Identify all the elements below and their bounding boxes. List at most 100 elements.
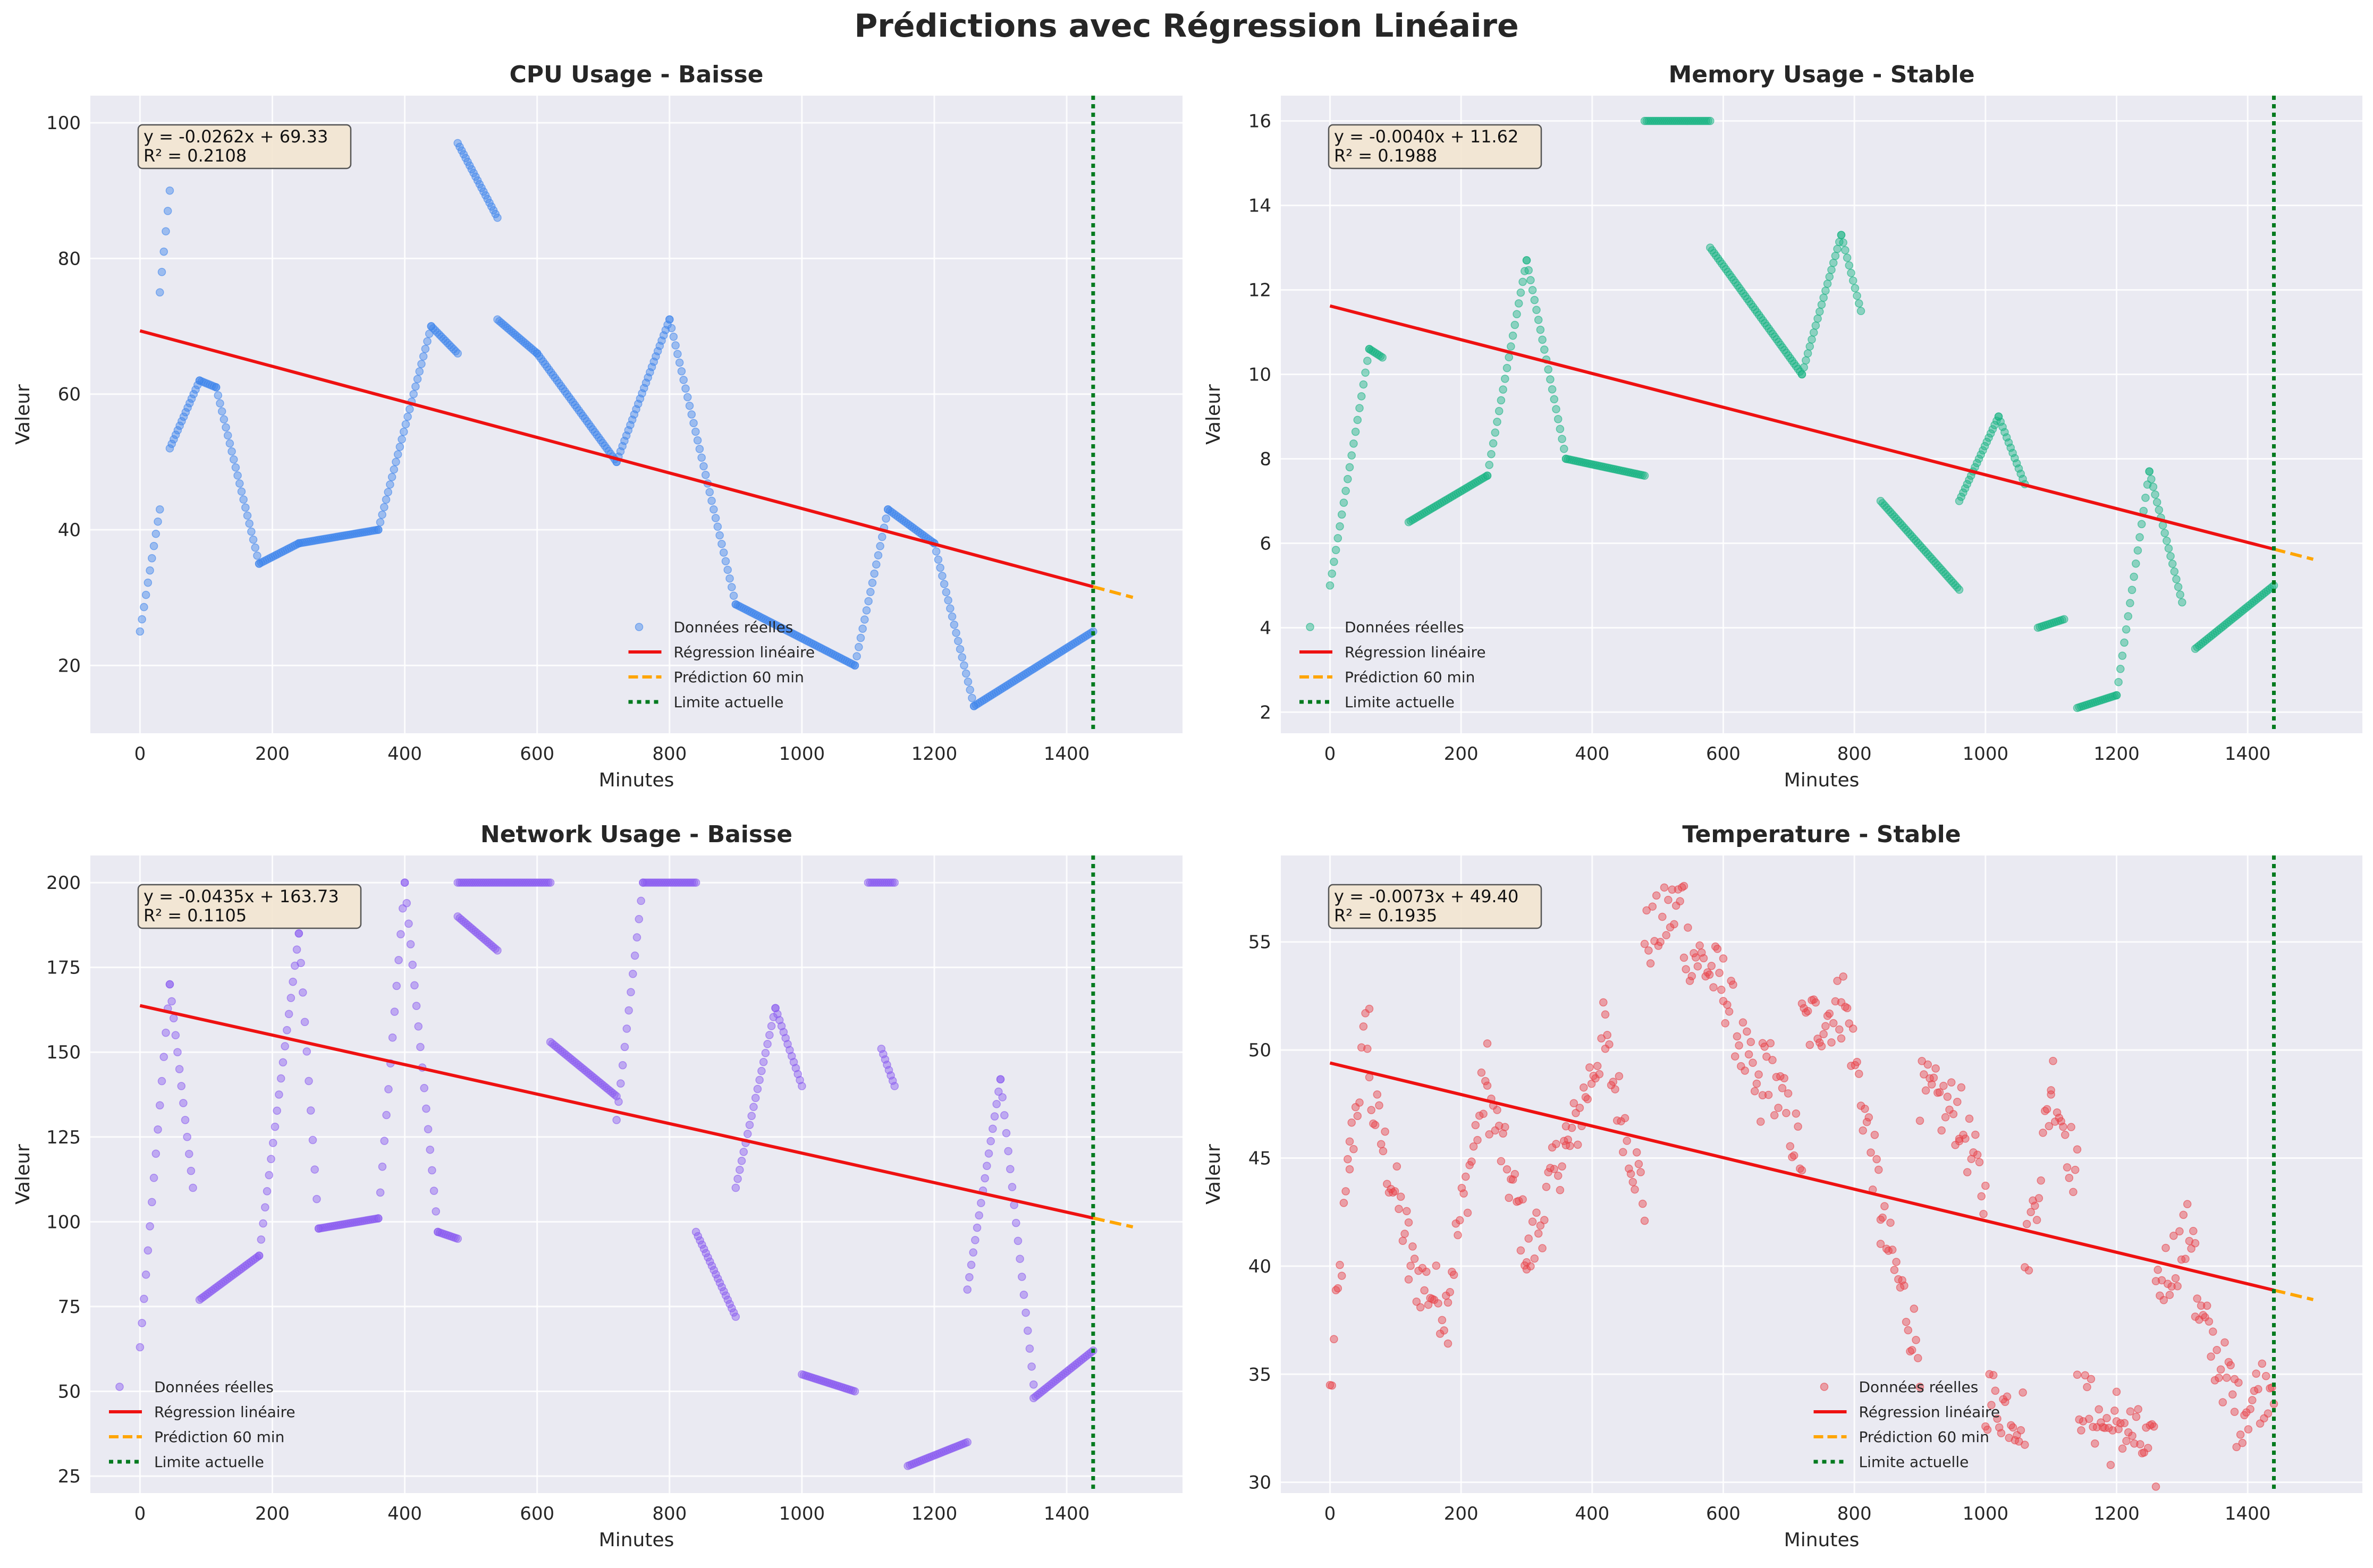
data-point: [2060, 615, 2068, 624]
data-point: [1497, 1157, 1506, 1166]
data-point: [384, 1085, 393, 1094]
data-point: [400, 878, 409, 887]
legend-label-real: Données réelles: [154, 1378, 274, 1396]
data-point: [728, 1304, 736, 1312]
data-point: [2220, 1338, 2229, 1347]
data-point: [1776, 1072, 1785, 1081]
data-point: [1827, 266, 1836, 274]
y-tick-label: 150: [46, 1042, 81, 1063]
data-point: [739, 1148, 748, 1156]
data-point: [2112, 1387, 2121, 1396]
data-point: [960, 661, 968, 670]
data-point: [675, 358, 684, 367]
data-point: [2104, 1423, 2113, 1433]
data-point: [1027, 1362, 1036, 1371]
data-point: [1620, 1114, 1629, 1123]
data-point: [1888, 1245, 1897, 1254]
data-point: [2130, 572, 2138, 581]
data-point: [1797, 999, 1806, 1008]
data-point: [265, 1171, 274, 1180]
data-point: [2174, 582, 2183, 591]
data-point: [967, 1260, 976, 1269]
data-point: [1699, 954, 1708, 963]
data-point: [1741, 1066, 1749, 1075]
y-tick-label: 175: [46, 957, 81, 979]
data-point: [1416, 1303, 1425, 1312]
legend: Données réelles Régression linéaire Prédic…: [628, 618, 815, 711]
data-point: [267, 1155, 275, 1164]
legend-label-real: Données réelles: [1345, 618, 1464, 636]
data-point: [212, 383, 221, 392]
data-point: [2045, 1122, 2054, 1131]
data-point: [1569, 1099, 1578, 1107]
data-point: [421, 344, 430, 353]
data-point: [977, 1199, 985, 1207]
data-point: [185, 399, 194, 408]
data-point: [1983, 1425, 1992, 1434]
data-point: [798, 1082, 806, 1090]
data-point: [1977, 1192, 1986, 1201]
data-point: [1851, 284, 1860, 293]
data-point: [1524, 266, 1533, 275]
regression-annotation-text: y = -0.0040x + 11.62: [1334, 126, 1518, 147]
data-point: [743, 1130, 752, 1138]
data-point: [1876, 1240, 1885, 1248]
data-point: [423, 337, 432, 346]
data-point: [679, 376, 688, 384]
data-point: [1914, 1354, 1922, 1362]
data-point: [1837, 231, 1846, 240]
x-tick-label: 1000: [779, 743, 825, 765]
prediction-line: [1093, 1216, 1134, 1228]
data-point: [225, 439, 234, 448]
data-points: [136, 878, 1097, 1470]
data-point: [1813, 314, 1822, 323]
data-point: [2112, 1417, 2121, 1426]
data-point: [942, 588, 951, 597]
data-point: [2135, 533, 2144, 541]
data-point: [1937, 1126, 1946, 1135]
data-point: [1886, 1218, 1895, 1227]
y-tick-label: 55: [1248, 932, 1271, 953]
data-point: [2149, 482, 2158, 491]
data-points: [1325, 116, 2278, 713]
data-point: [374, 1214, 383, 1223]
data-point: [934, 555, 943, 564]
legend-label-limit: Limite actuelle: [1859, 1453, 1969, 1471]
data-point: [725, 1300, 734, 1308]
data-point: [1738, 1018, 1747, 1027]
data-point: [767, 1022, 776, 1030]
data-point: [998, 1093, 1007, 1101]
data-point: [1907, 1346, 1916, 1354]
data-point: [1786, 1142, 1795, 1151]
data-point: [717, 1283, 726, 1291]
data-point: [1979, 1209, 1988, 1218]
data-point: [399, 427, 408, 436]
data-point: [850, 1387, 859, 1396]
data-point: [390, 1007, 399, 1016]
data-point: [787, 1052, 796, 1061]
prediction-line: [2273, 1289, 2314, 1301]
data-point: [793, 1070, 802, 1079]
x-tick-label: 1000: [779, 1503, 825, 1524]
data-point: [1420, 1286, 1429, 1295]
data-point: [2215, 1374, 2223, 1382]
data-point: [697, 453, 706, 462]
data-point: [376, 518, 385, 527]
data-point: [138, 615, 146, 624]
data-point: [2191, 1239, 2200, 1248]
data-point: [2127, 586, 2136, 595]
data-point: [1455, 1216, 1464, 1225]
data-point: [255, 1251, 264, 1260]
x-axis-label: Minutes: [599, 769, 674, 791]
data-point: [1339, 1199, 1348, 1207]
data-point: [2132, 1412, 2141, 1421]
data-point: [1344, 1155, 1352, 1164]
data-point: [169, 1014, 178, 1023]
data-point: [171, 1031, 180, 1040]
data-point: [1646, 959, 1655, 968]
data-point: [146, 566, 154, 575]
data-point: [1705, 970, 1714, 979]
data-point: [2232, 1443, 2241, 1452]
figure-title: Prédictions avec Régression Linéaire: [854, 7, 1519, 45]
data-point: [173, 426, 182, 435]
